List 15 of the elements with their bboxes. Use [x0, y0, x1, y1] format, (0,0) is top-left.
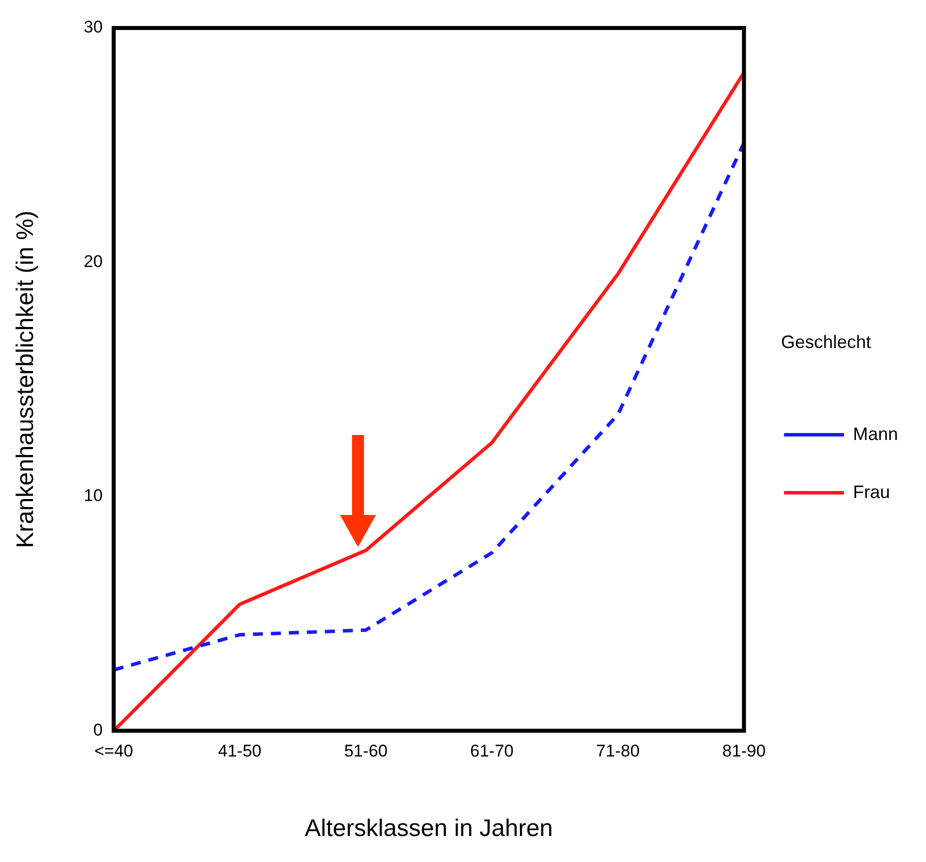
x-tick-label: 61-70	[470, 742, 514, 761]
legend-label: Frau	[852, 482, 890, 502]
x-tick-label: 51-60	[344, 742, 388, 761]
legend-title: Geschlecht	[780, 332, 872, 352]
x-axis-title: Altersklassen in Jahren	[304, 815, 553, 842]
x-tick-label: 81-90	[722, 742, 766, 761]
y-tick-label: 20	[84, 252, 103, 271]
x-tick-label: <=40	[94, 742, 134, 761]
y-tick-label: 0	[93, 720, 103, 740]
x-tick-label: 41-50	[218, 742, 262, 761]
legend-label: Mann	[852, 424, 898, 444]
x-tick-label: 71-80	[596, 742, 640, 761]
y-tick-label: 10	[84, 486, 103, 506]
y-axis-title: Krankenhaussterblichkeit (in %)	[12, 210, 40, 548]
y-tick-label: 30	[84, 18, 103, 37]
